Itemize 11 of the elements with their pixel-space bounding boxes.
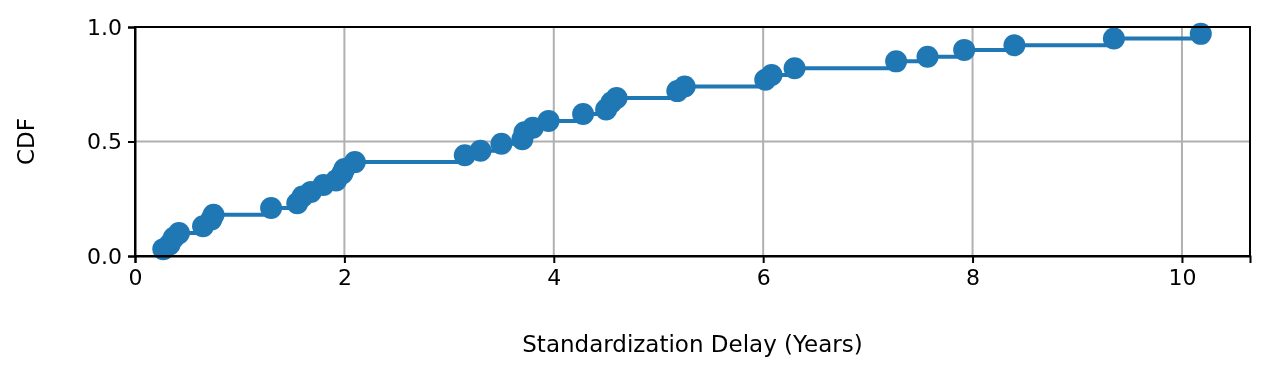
y-axis-title: CDF: [13, 118, 39, 165]
y-tick-label: 0.5: [87, 129, 122, 155]
x-tick-label: 8: [966, 264, 981, 290]
x-tick-label: 2: [337, 264, 352, 290]
x-tick-label: 10: [1168, 264, 1197, 290]
y-tick-label: 0.0: [87, 243, 122, 269]
x-tick-label: 6: [756, 264, 771, 290]
x-axis-title: Standardization Delay (Years): [522, 331, 863, 357]
y-tick-label: 1.0: [87, 14, 122, 40]
x-tick-label: 0: [128, 264, 143, 290]
x-tick-label: 4: [547, 264, 562, 290]
